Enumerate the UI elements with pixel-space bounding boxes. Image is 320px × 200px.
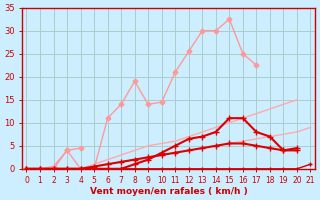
X-axis label: Vent moyen/en rafales ( km/h ): Vent moyen/en rafales ( km/h ) xyxy=(90,187,247,196)
